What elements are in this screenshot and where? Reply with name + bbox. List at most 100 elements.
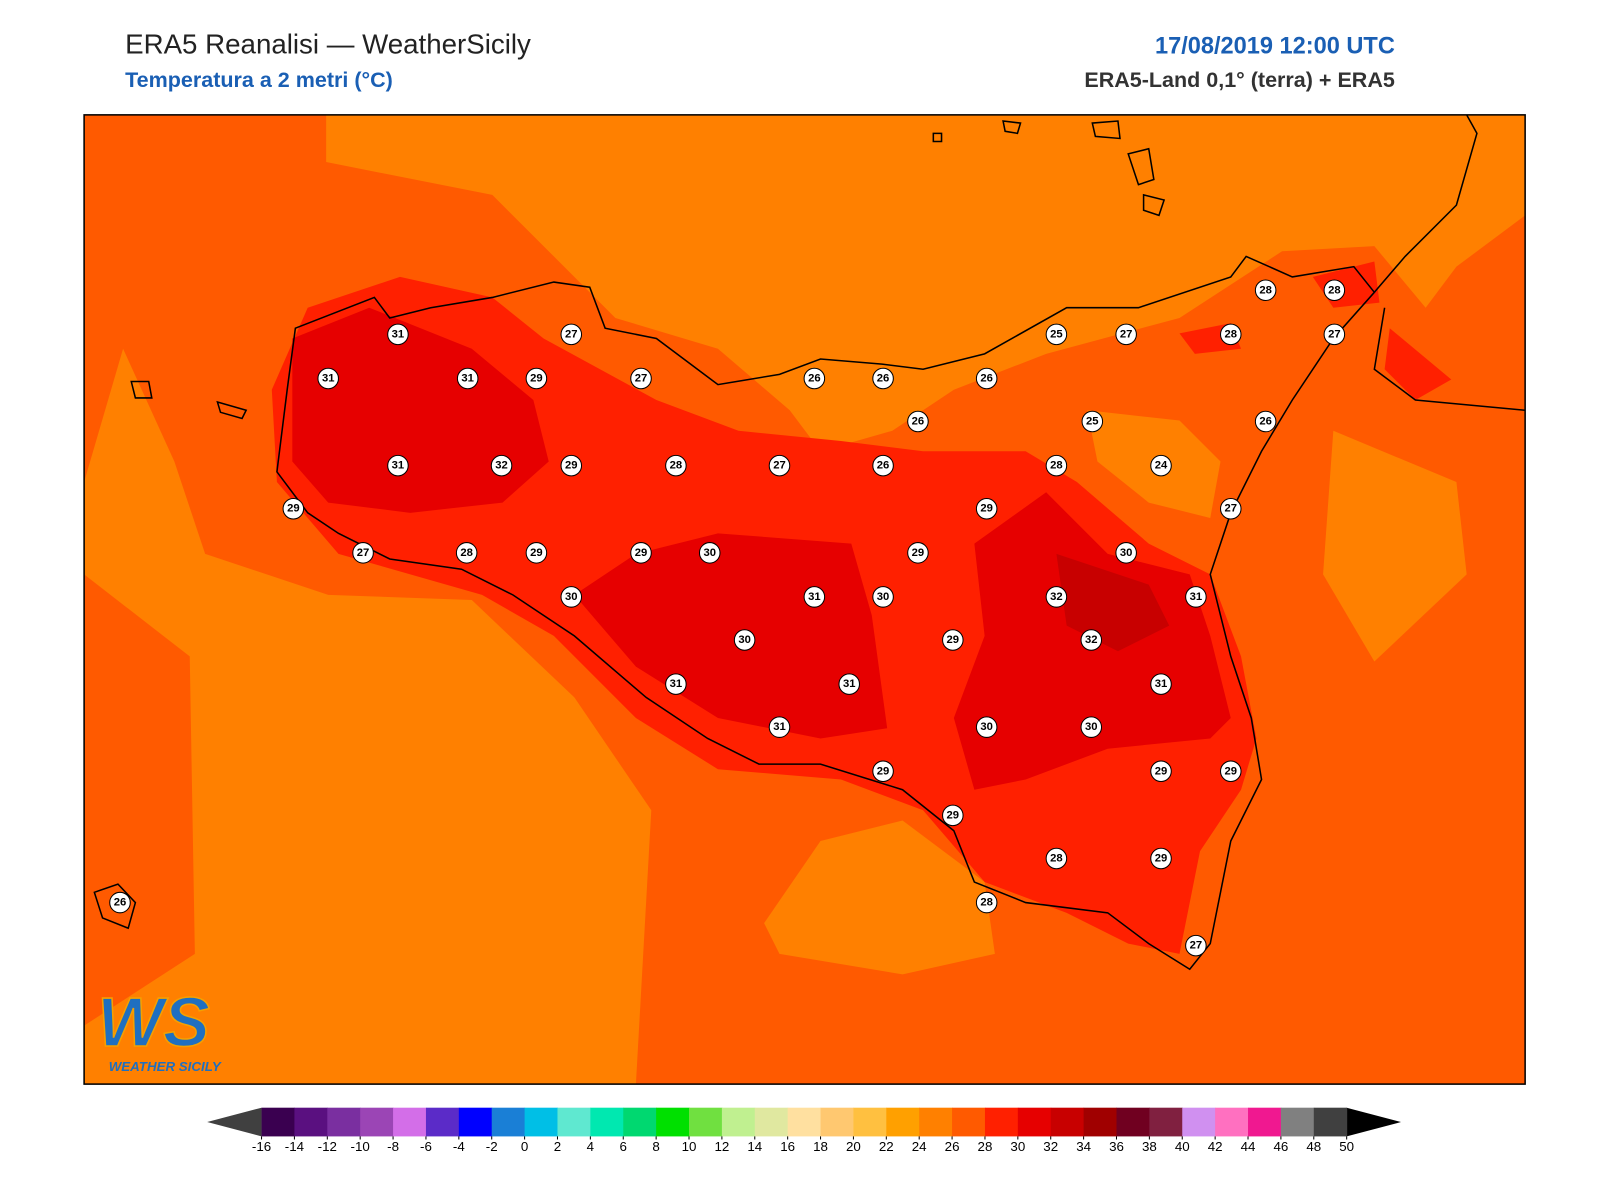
colorbar-tick-label: 14: [747, 1139, 762, 1154]
colorbar-tick-label: 12: [714, 1139, 729, 1154]
colorbar-bin: [1313, 1107, 1348, 1137]
station-marker: [975, 716, 998, 738]
station-value: 25: [1050, 328, 1063, 340]
logo-mark: WS: [97, 983, 209, 1061]
station: 29: [282, 497, 305, 520]
station-value: 27: [773, 460, 786, 472]
station: 27: [560, 323, 583, 346]
station: 29: [942, 629, 964, 651]
station-value: 30: [703, 547, 716, 559]
station-value: 32: [495, 460, 508, 472]
station-value: 27: [1225, 503, 1238, 515]
colorbar-tick-label: 8: [652, 1139, 659, 1154]
station: 31: [456, 367, 479, 390]
station: 30: [698, 542, 721, 564]
station-value: 28: [1328, 284, 1341, 296]
colorbar-bin: [1149, 1107, 1183, 1137]
colorbar-bin: [787, 1107, 822, 1137]
station-value: 27: [357, 547, 370, 559]
station-marker: [907, 542, 929, 564]
station-value: 29: [877, 765, 890, 777]
station-marker: [490, 454, 513, 477]
station: 28: [975, 891, 998, 914]
source: ERA5-Land 0,1° (terra) + ERA5: [1084, 68, 1395, 92]
station-marker: [1115, 542, 1137, 564]
station-marker: [1220, 497, 1242, 520]
colorbar-under: [207, 1107, 262, 1137]
station-value: 28: [1225, 328, 1238, 340]
colorbar-tick-label: 0: [521, 1139, 528, 1154]
station: 31: [768, 716, 791, 738]
colorbar-tick-label: 26: [945, 1139, 960, 1154]
station-value: 31: [670, 678, 683, 690]
station-marker: [1150, 454, 1172, 477]
colorbar-bin: [754, 1107, 789, 1137]
colorbar-bin: [853, 1107, 887, 1137]
colorbar-tick-label: -6: [420, 1139, 432, 1154]
station: 27: [1323, 323, 1346, 346]
colorbar-tick-label: 28: [978, 1139, 993, 1154]
colorbar-over: [1346, 1107, 1402, 1137]
station-value: 29: [1225, 765, 1238, 777]
station: 32: [1080, 629, 1103, 651]
station-value: 29: [530, 372, 543, 384]
station-value: 27: [1120, 328, 1133, 340]
map-frame: [83, 114, 1526, 1085]
station: 31: [317, 367, 339, 390]
station-marker: [387, 454, 409, 477]
station-value: 26: [1259, 416, 1272, 428]
station-marker: [1150, 760, 1172, 783]
station-marker: [975, 367, 998, 390]
station: 28: [1045, 454, 1068, 477]
colorbar-bin: [1215, 1107, 1249, 1137]
station-value: 32: [1050, 591, 1063, 603]
station-marker: [1150, 673, 1172, 695]
station-marker: [317, 367, 339, 390]
colorbar-bin: [557, 1107, 591, 1137]
colorbar-tick-label: 10: [682, 1139, 697, 1154]
colorbar-tick-label: 48: [1306, 1139, 1321, 1154]
station: 29: [560, 454, 583, 477]
station-value: 26: [808, 372, 821, 384]
station: 30: [1115, 542, 1137, 564]
colorbar-bin: [590, 1107, 624, 1137]
field-30: [292, 307, 549, 513]
station-value: 30: [980, 721, 993, 733]
logo-text: WEATHER SICILY: [109, 1059, 222, 1074]
colorbar-bin: [1280, 1107, 1315, 1137]
station: 29: [975, 497, 998, 520]
colorbar-bin: [984, 1107, 1019, 1137]
station-marker: [907, 410, 929, 433]
station-value: 31: [1155, 678, 1168, 690]
station-value: 27: [1328, 328, 1341, 340]
station-value: 26: [877, 372, 890, 384]
station-value: 29: [565, 460, 578, 472]
station: 28: [1220, 323, 1242, 346]
station: 31: [1150, 673, 1172, 695]
station-value: 31: [392, 328, 405, 340]
colorbar-tick-label: -12: [318, 1139, 337, 1154]
station-marker: [630, 367, 652, 390]
station-value: 31: [773, 721, 786, 733]
colorbar-tick-label: 50: [1339, 1139, 1354, 1154]
station-value: 30: [1085, 721, 1098, 733]
station-marker: [352, 542, 374, 564]
station-value: 30: [565, 591, 578, 603]
station: 31: [838, 673, 860, 695]
colorbar-bin: [1083, 1107, 1118, 1137]
station-value: 31: [322, 372, 335, 384]
station-value: 26: [114, 897, 127, 909]
colorbar-tick-label: 30: [1010, 1139, 1025, 1154]
station: 28: [455, 542, 478, 564]
colorbar-bin: [393, 1107, 427, 1137]
station: 32: [1045, 586, 1068, 608]
station-marker: [803, 586, 826, 608]
stations: 31 27 31 31 29 27 26 26 26 25 27 28 27 28 28 26 25 26 31 32…: [109, 279, 1346, 957]
station-marker: [942, 804, 964, 827]
station: 26: [109, 891, 131, 914]
station-marker: [872, 454, 894, 477]
station-value: 28: [460, 547, 473, 559]
station-value: 27: [635, 372, 648, 384]
